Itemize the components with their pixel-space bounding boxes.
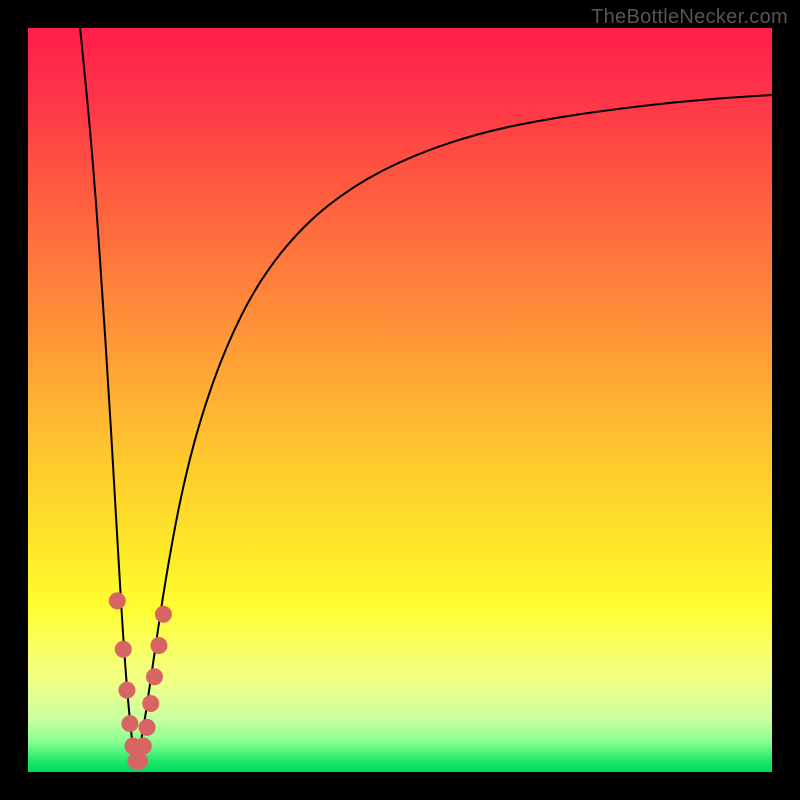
watermark-text: TheBottleNecker.com: [591, 6, 788, 29]
right-curve: [136, 95, 772, 765]
data-marker: [151, 638, 167, 654]
data-marker: [135, 738, 151, 754]
data-marker: [143, 696, 159, 712]
data-marker: [109, 593, 125, 609]
curve-layer: [28, 28, 772, 772]
data-marker: [132, 753, 148, 769]
data-marker: [119, 682, 135, 698]
data-marker: [122, 716, 138, 732]
data-marker: [139, 719, 155, 735]
chart-plot-area: [28, 28, 772, 772]
data-marker: [155, 606, 171, 622]
data-marker: [146, 669, 162, 685]
data-marker: [115, 641, 131, 657]
marker-group: [109, 593, 171, 769]
